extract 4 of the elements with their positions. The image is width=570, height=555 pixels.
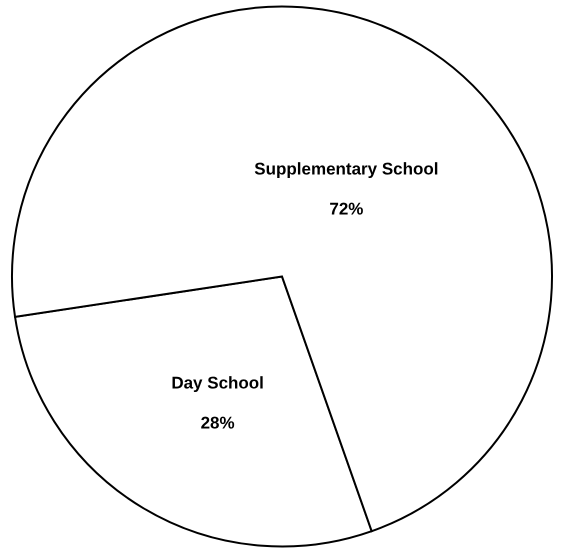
data-label: 72% — [329, 199, 364, 218]
data-label: 28% — [200, 414, 235, 433]
slice-label: Day School — [171, 374, 264, 393]
slice-label: Supplementary School — [254, 159, 438, 178]
